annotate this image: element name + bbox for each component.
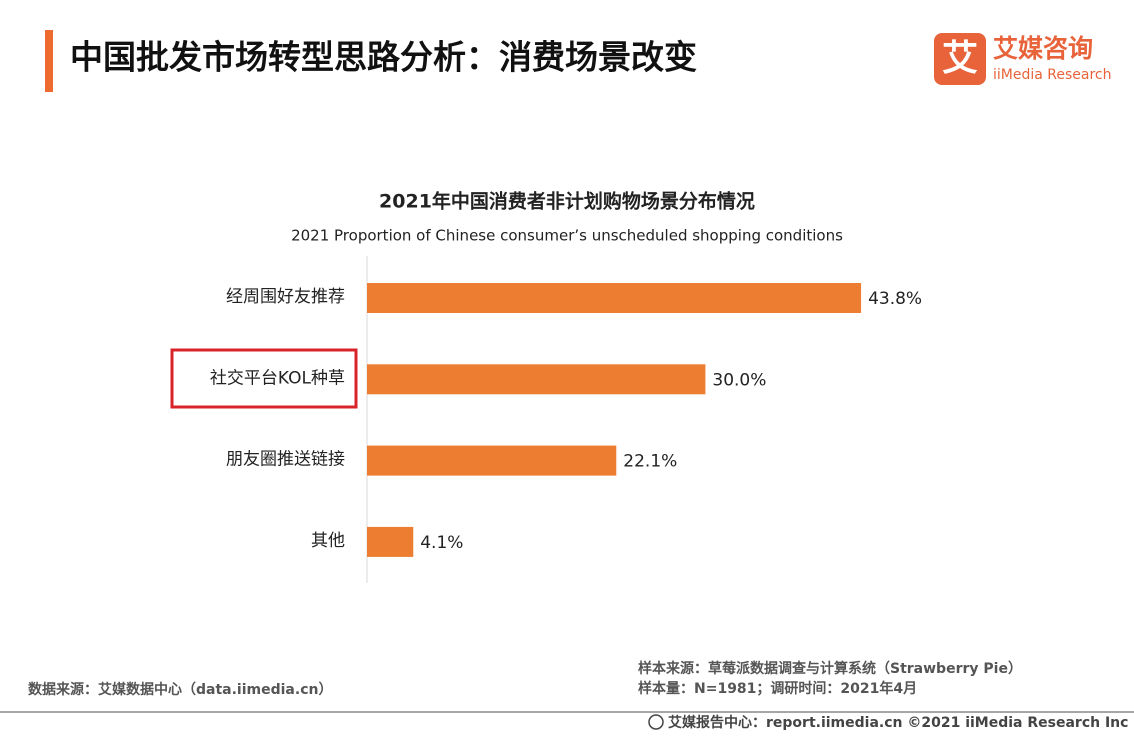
category-label: 社交平台KOL种草: [210, 368, 345, 388]
logo-mark: 艾: [942, 38, 978, 79]
category-label: 经周围好友推荐: [226, 287, 345, 307]
sample-source: 样本来源：草莓派数据调查与计算系统（Strawberry Pie）: [638, 660, 1022, 677]
value-label: 43.8%: [868, 289, 922, 309]
page-title: 中国批发市场转型思路分析：消费场景改变: [70, 38, 697, 77]
highlight-box: [170, 348, 358, 409]
value-label: 4.1%: [420, 533, 463, 553]
value-label: 30.0%: [712, 370, 766, 390]
logo-name: 艾媒咨询: [993, 34, 1093, 63]
bar: [367, 283, 862, 313]
data-source: 数据来源：艾媒数据中心（data.iimedia.cn）: [28, 681, 332, 698]
logo-mark-bg: [934, 33, 986, 85]
chart-title: 2021年中国消费者非计划购物场景分布情况: [379, 190, 755, 213]
category-label: 其他: [311, 531, 345, 551]
logo-en: iiMedia Research: [993, 67, 1112, 83]
bar: [367, 364, 706, 395]
chart-subtitle: 2021 Proportion of Chinese consumer’s un…: [291, 227, 843, 245]
title-accent: [45, 30, 53, 92]
globe-icon: [648, 714, 664, 730]
sample-size: 样本量：N=1981；调研时间：2021年4月: [638, 680, 917, 697]
category-label: 朋友圈推送链接: [226, 450, 345, 470]
value-label: 22.1%: [623, 452, 677, 472]
plot: 经周围好友推荐 43.8% 社交平台KOL种草 30.0% 朋友圈推送链接 22.1% 其他…: [210, 283, 922, 557]
bar: [367, 526, 414, 557]
report-center: 艾媒报告中心：report.iimedia.cn ©2021 iiMedia R…: [668, 714, 1128, 731]
bar: [367, 445, 617, 476]
